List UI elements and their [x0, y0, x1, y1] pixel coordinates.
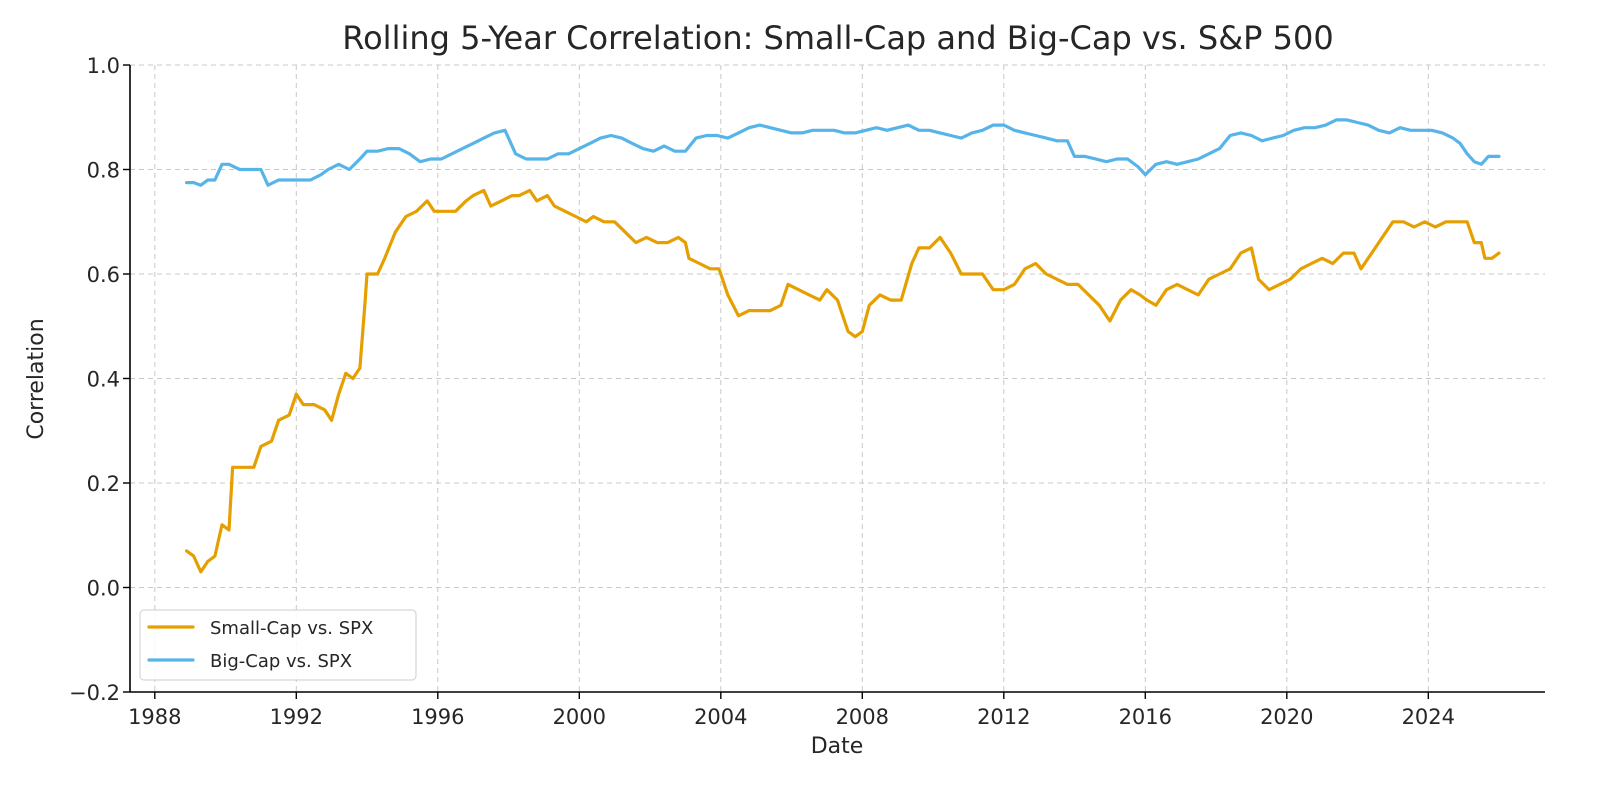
legend-label-big-cap: Big-Cap vs. SPX: [210, 651, 352, 672]
x-tick-label: 2024: [1402, 705, 1455, 729]
y-tick-label: 0.8: [87, 159, 120, 183]
series-line-big-cap: [185, 118, 1501, 187]
x-tick-label: 2004: [694, 705, 747, 729]
y-axis-ticks: −0.2 0.0 0.2 0.4 0.6 0.8 1.0: [69, 54, 130, 705]
legend-label-small-cap: Small-Cap vs. SPX: [210, 618, 373, 639]
x-axis-label: Date: [811, 734, 864, 759]
y-tick-label: 0.0: [87, 577, 120, 601]
x-axis-ticks: 1988 1992 1996 2000 2004 2008 2012 2016 2020 2024: [128, 692, 1455, 729]
x-tick-label: 2016: [1119, 705, 1172, 729]
x-tick-label: 1996: [411, 705, 464, 729]
x-tick-label: 2012: [977, 705, 1030, 729]
y-tick-label: 0.4: [87, 368, 120, 392]
legend-box: [139, 609, 417, 681]
y-tick-label: 0.6: [87, 263, 120, 287]
legend: Small-Cap vs. SPX Big-Cap vs. SPX: [139, 609, 417, 681]
series-line-small-cap: [185, 188, 1501, 574]
y-tick-label: 1.0: [87, 54, 120, 78]
y-tick-label: 0.2: [87, 472, 120, 496]
y-axis-label: Correlation: [24, 318, 49, 439]
y-tick-label: −0.2: [69, 681, 120, 705]
chart-title: Rolling 5-Year Correlation: Small-Cap an…: [342, 19, 1333, 57]
x-tick-label: 2008: [836, 705, 889, 729]
x-tick-label: 1992: [270, 705, 323, 729]
x-tick-label: 2020: [1260, 705, 1313, 729]
series-lines: [185, 118, 1501, 574]
x-tick-label: 1988: [128, 705, 181, 729]
x-tick-label: 2000: [553, 705, 606, 729]
